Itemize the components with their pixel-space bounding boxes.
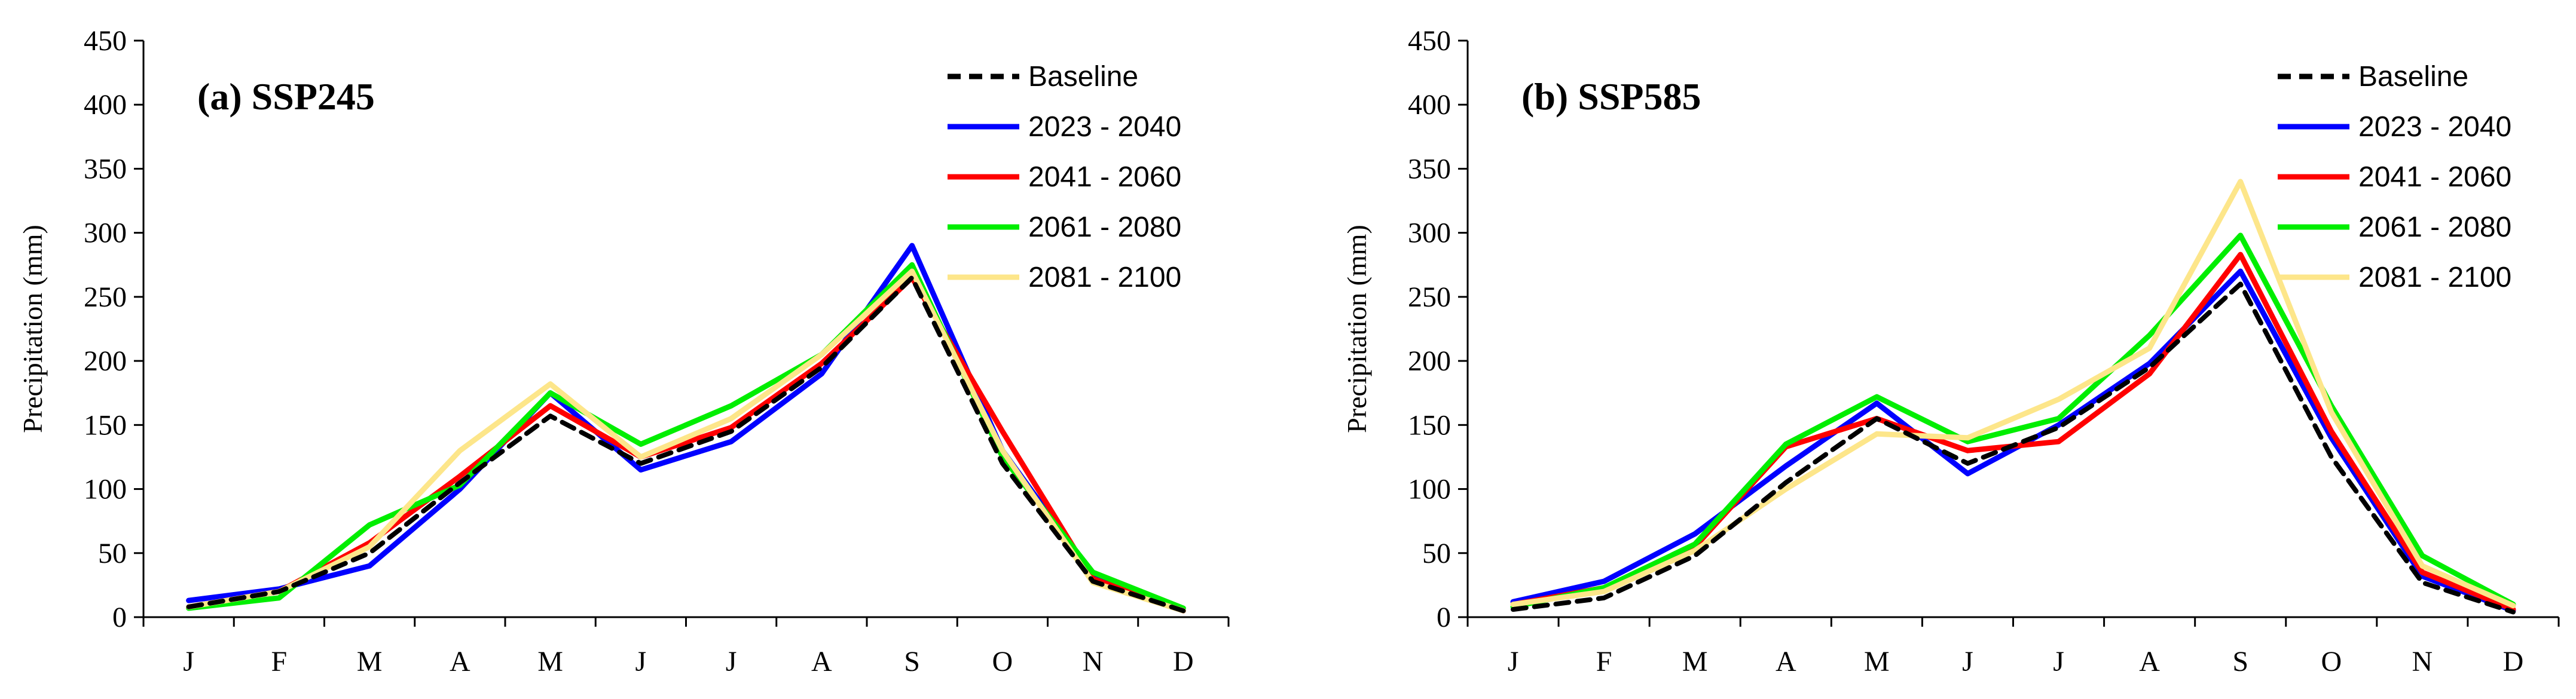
y-tick-label: 250 <box>84 281 127 313</box>
legend-label-baseline: Baseline <box>2358 61 2468 93</box>
x-tick-label: N <box>1083 646 1104 677</box>
x-tick-label: F <box>271 646 288 677</box>
y-tick-label: 150 <box>1408 409 1451 441</box>
y-tick-label: 100 <box>1408 474 1451 505</box>
y-tick-label: 200 <box>84 345 127 377</box>
x-tick-label: J <box>2053 646 2064 677</box>
series-line-2081-2100 <box>186 268 1186 614</box>
y-tick-label: 300 <box>84 217 127 249</box>
legend-label-2041-2060: 2041 - 2060 <box>2358 161 2511 193</box>
x-tick-label: M <box>357 646 383 677</box>
x-tick-label: J <box>1508 646 1519 677</box>
legend-label-2023-2040: 2023 - 2040 <box>2358 111 2511 143</box>
panel-title: (b) SSP585 <box>1521 75 1701 118</box>
x-tick-label: A <box>1776 646 1796 677</box>
x-tick-label: D <box>2503 646 2524 677</box>
y-tick-label: 0 <box>112 602 127 633</box>
y-tick-label: 250 <box>1408 281 1451 313</box>
x-tick-label: S <box>904 646 920 677</box>
x-tick-label: J <box>1962 646 1973 677</box>
x-tick-label: J <box>726 646 737 677</box>
x-tick-label: M <box>1864 646 1890 677</box>
y-tick-label: 100 <box>84 474 127 505</box>
legend-label-2023-2040: 2023 - 2040 <box>1028 111 1181 143</box>
y-tick-label: 50 <box>98 538 127 569</box>
x-tick-label: O <box>2321 646 2342 677</box>
x-tick-label: A <box>450 646 470 677</box>
y-axis-title: Precipitation (mm) <box>1342 225 1372 433</box>
y-tick-label: 450 <box>1408 25 1451 57</box>
series-line-2023-2040 <box>186 243 1186 614</box>
legend-label-2061-2080: 2061 - 2080 <box>1028 211 1181 243</box>
x-tick-label: A <box>2139 646 2160 677</box>
x-tick-label: D <box>1173 646 1194 677</box>
y-tick-label: 350 <box>1408 153 1451 185</box>
legend-label-baseline: Baseline <box>1028 61 1138 93</box>
x-tick-label: S <box>2232 646 2248 677</box>
panel-title: (a) SSP245 <box>197 75 375 118</box>
y-axis-title: Precipitation (mm) <box>17 225 48 433</box>
y-tick-label: 400 <box>84 89 127 121</box>
legend-label-2041-2060: 2041 - 2060 <box>1028 161 1181 193</box>
series-line-baseline <box>1511 281 2516 615</box>
series-line-2041-2060 <box>186 275 1186 614</box>
x-tick-label: M <box>1682 646 1708 677</box>
y-tick-label: 350 <box>84 153 127 185</box>
series-line-2061-2080 <box>1510 232 2516 610</box>
legend-label-2061-2080: 2061 - 2080 <box>2358 211 2511 243</box>
x-tick-label: J <box>635 646 647 677</box>
panel-ssp585: 0 50 100 150 200 250 300 350 400 450 J F M A M J J A S O N D P… <box>1342 25 2560 677</box>
x-tick-label: A <box>811 646 832 677</box>
y-tick-label: 200 <box>1408 345 1451 377</box>
x-tick-label: M <box>537 646 563 677</box>
series-line-2023-2040 <box>1510 268 2516 614</box>
x-tick-label: J <box>183 646 194 677</box>
y-tick-label: 0 <box>1437 602 1451 633</box>
y-tick-label: 150 <box>84 409 127 441</box>
y-tick-label: 300 <box>1408 217 1451 249</box>
x-tick-label: N <box>2412 646 2433 677</box>
legend-label-2081-2100: 2081 - 2100 <box>1028 262 1181 293</box>
series-line-baseline <box>186 275 1186 614</box>
y-tick-label: 400 <box>1408 89 1451 121</box>
legend-label-2081-2100: 2081 - 2100 <box>2358 262 2511 293</box>
y-tick-label: 450 <box>84 25 127 57</box>
x-tick-label: F <box>1596 646 1612 677</box>
y-tick-label: 50 <box>1422 538 1451 569</box>
x-tick-label: O <box>992 646 1013 677</box>
panel-ssp245: 0 50 100 150 200 250 300 350 400 450 J F M A M J J A S O N D P… <box>17 25 1230 677</box>
series-line-2081-2100 <box>1510 179 2516 609</box>
